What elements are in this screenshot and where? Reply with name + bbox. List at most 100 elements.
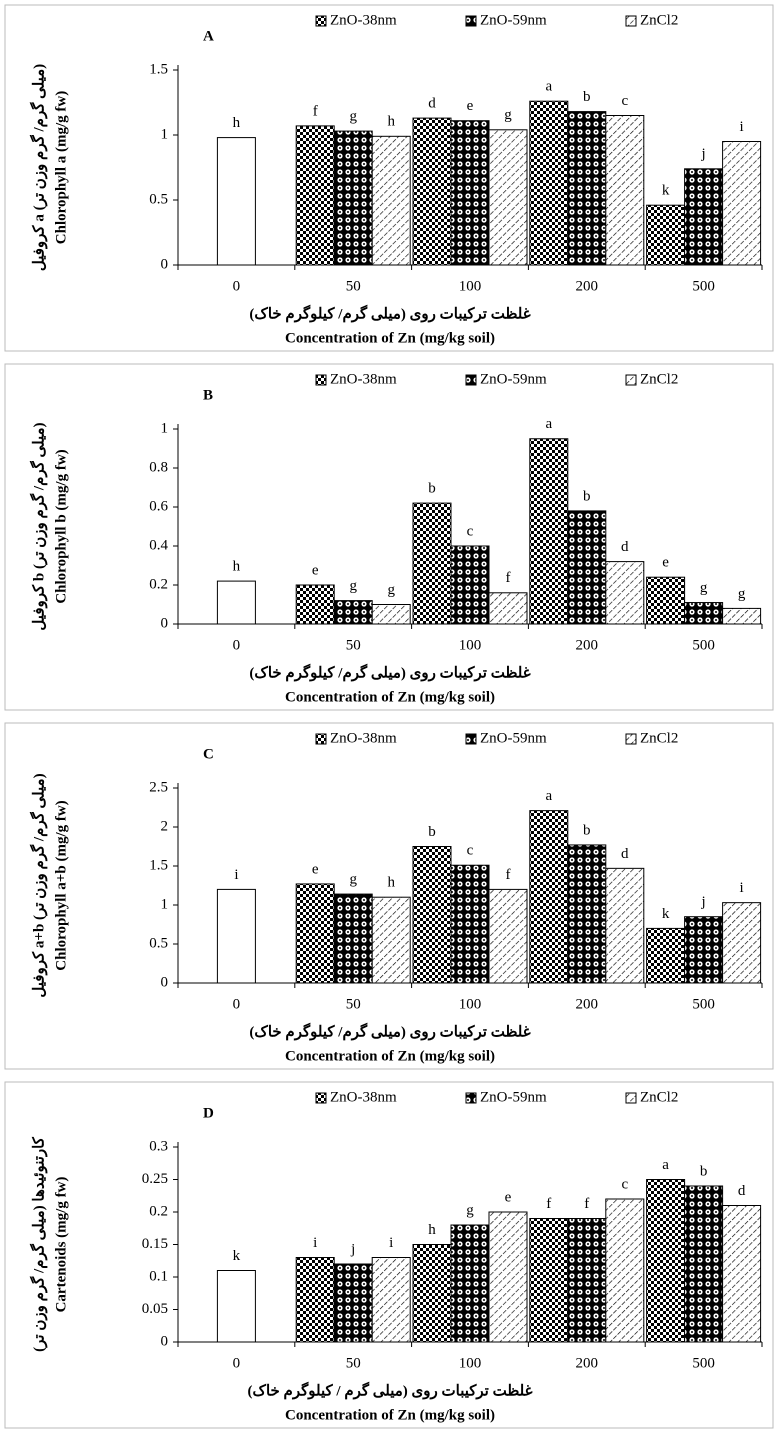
x-tick-label: 50 bbox=[346, 996, 361, 1012]
panel-frame bbox=[4, 722, 774, 1070]
legend-swatch bbox=[625, 15, 637, 27]
legend-swatch bbox=[315, 1092, 327, 1104]
x-tick-label: 50 bbox=[346, 637, 361, 653]
legend-swatch bbox=[465, 1092, 477, 1104]
legend-label: ZnCl2 bbox=[640, 1089, 678, 1105]
bar bbox=[295, 883, 335, 984]
bar bbox=[216, 580, 256, 625]
significance-letter: g bbox=[387, 582, 395, 598]
bar bbox=[722, 902, 762, 984]
legend-label: ZnO-59nm bbox=[480, 371, 547, 387]
bar bbox=[646, 204, 686, 266]
significance-letter: i bbox=[234, 867, 238, 883]
significance-letter: k bbox=[662, 183, 670, 199]
significance-letter: e bbox=[312, 861, 319, 877]
y-tick-label: 1 bbox=[161, 896, 169, 912]
x-tick-label: 200 bbox=[576, 637, 599, 653]
y-tick-label: 0.1 bbox=[149, 1268, 168, 1284]
significance-letter: c bbox=[621, 1176, 628, 1192]
y-axis-label: Chlorophyll a (mg/g fw) bbox=[53, 91, 69, 244]
x-axis-label: Concentration of Zn (mg/kg soil) bbox=[285, 1407, 495, 1423]
panel-label: B bbox=[203, 387, 213, 403]
bar bbox=[605, 867, 645, 984]
significance-letter: k bbox=[662, 906, 670, 922]
panel-label: A bbox=[203, 28, 214, 44]
bar bbox=[371, 896, 411, 984]
significance-letter: i bbox=[740, 119, 744, 135]
x-axis-label-fa: غلظت ترکیبات روی (میلی گرم/ کیلوگرم خاک) bbox=[249, 663, 530, 681]
bar bbox=[412, 502, 452, 625]
x-tick-label: 50 bbox=[346, 1355, 361, 1371]
x-axis-label: Concentration of Zn (mg/kg soil) bbox=[285, 689, 495, 705]
legend-swatch bbox=[625, 1092, 637, 1104]
significance-letter: h bbox=[233, 559, 241, 575]
significance-letter: h bbox=[428, 1222, 436, 1238]
significance-letter: e bbox=[662, 555, 669, 571]
bar bbox=[529, 100, 569, 266]
bar bbox=[488, 1211, 528, 1343]
legend-label: ZnO-38nm bbox=[330, 1089, 397, 1105]
legend-swatch bbox=[315, 374, 327, 386]
significance-letter: i bbox=[740, 880, 744, 896]
significance-letter: j bbox=[701, 894, 706, 910]
significance-letter: d bbox=[738, 1183, 746, 1199]
y-axis-label: Chlorophyll b (mg/g fw) bbox=[53, 449, 69, 603]
x-axis-label: Concentration of Zn (mg/kg soil) bbox=[285, 1048, 495, 1064]
legend-swatch bbox=[465, 374, 477, 386]
y-tick-label: 0.2 bbox=[149, 576, 168, 592]
significance-letter: j bbox=[350, 1241, 355, 1257]
significance-letter: f bbox=[506, 867, 511, 883]
bar bbox=[333, 1263, 373, 1343]
bar bbox=[488, 888, 528, 984]
y-axis-label-fa: کارتنوئیدها (میلی گرم/ گرم وزن تر) bbox=[29, 1136, 47, 1352]
x-tick-label: 50 bbox=[346, 278, 361, 294]
legend-swatch bbox=[315, 15, 327, 27]
bar bbox=[216, 1270, 256, 1343]
x-axis-label-fa: غلظت ترکیبات روی (میلی گرم/ کیلوگرم خاک) bbox=[249, 1022, 530, 1040]
y-tick-label: 0.8 bbox=[149, 459, 168, 475]
y-tick-label: 0 bbox=[161, 615, 169, 631]
y-tick-label: 0.5 bbox=[149, 935, 168, 951]
significance-letter: k bbox=[233, 1248, 241, 1264]
x-axis-label-fa: غلظت ترکیبات روی (میلی گرم / کیلوگرم خاک… bbox=[248, 1381, 533, 1399]
panel-frame bbox=[4, 363, 774, 711]
bar bbox=[412, 1244, 452, 1343]
x-tick-label: 100 bbox=[459, 278, 482, 294]
significance-letter: f bbox=[506, 570, 511, 586]
significance-letter: e bbox=[505, 1189, 512, 1205]
y-tick-label: 0.25 bbox=[142, 1171, 168, 1187]
y-tick-label: 0.05 bbox=[142, 1301, 168, 1317]
y-tick-label: 0 bbox=[161, 974, 169, 990]
y-axis-label-fa: کروفیل b (میلی گرم/ گرم وزن تر) bbox=[29, 422, 47, 630]
significance-letter: g bbox=[349, 109, 357, 125]
bar bbox=[529, 1218, 569, 1343]
bar bbox=[646, 1179, 686, 1343]
bar bbox=[722, 607, 762, 625]
y-tick-label: 2.5 bbox=[149, 779, 168, 795]
legend-label: ZnO-59nm bbox=[480, 12, 547, 28]
legend-label: ZnO-38nm bbox=[330, 730, 397, 746]
bar bbox=[333, 600, 373, 625]
bar bbox=[333, 130, 373, 266]
y-axis-label: Cartenoids (mg/g fw) bbox=[53, 1177, 69, 1313]
panel-frame bbox=[4, 1081, 774, 1429]
bar bbox=[605, 561, 645, 625]
legend-label: ZnO-59nm bbox=[480, 730, 547, 746]
y-tick-label: 0.3 bbox=[149, 1138, 168, 1154]
significance-letter: c bbox=[467, 843, 474, 859]
significance-letter: a bbox=[662, 1157, 669, 1173]
significance-letter: e bbox=[312, 562, 319, 578]
bar bbox=[529, 438, 569, 625]
bar bbox=[371, 604, 411, 625]
significance-letter: g bbox=[349, 872, 357, 888]
legend-swatch bbox=[625, 733, 637, 745]
y-tick-label: 0 bbox=[161, 256, 169, 272]
bar bbox=[412, 846, 452, 984]
x-tick-label: 500 bbox=[692, 637, 715, 653]
bar bbox=[646, 576, 686, 625]
y-axis-label-fa: کروفیل a (میلی گرم/ گرم وزن تر) bbox=[29, 64, 47, 271]
y-tick-label: 0.2 bbox=[149, 1203, 168, 1219]
y-axis-label: Chlorophyll a+b (mg/g fw) bbox=[53, 800, 69, 970]
bar bbox=[722, 1205, 762, 1343]
y-tick-label: 0.4 bbox=[149, 537, 168, 553]
